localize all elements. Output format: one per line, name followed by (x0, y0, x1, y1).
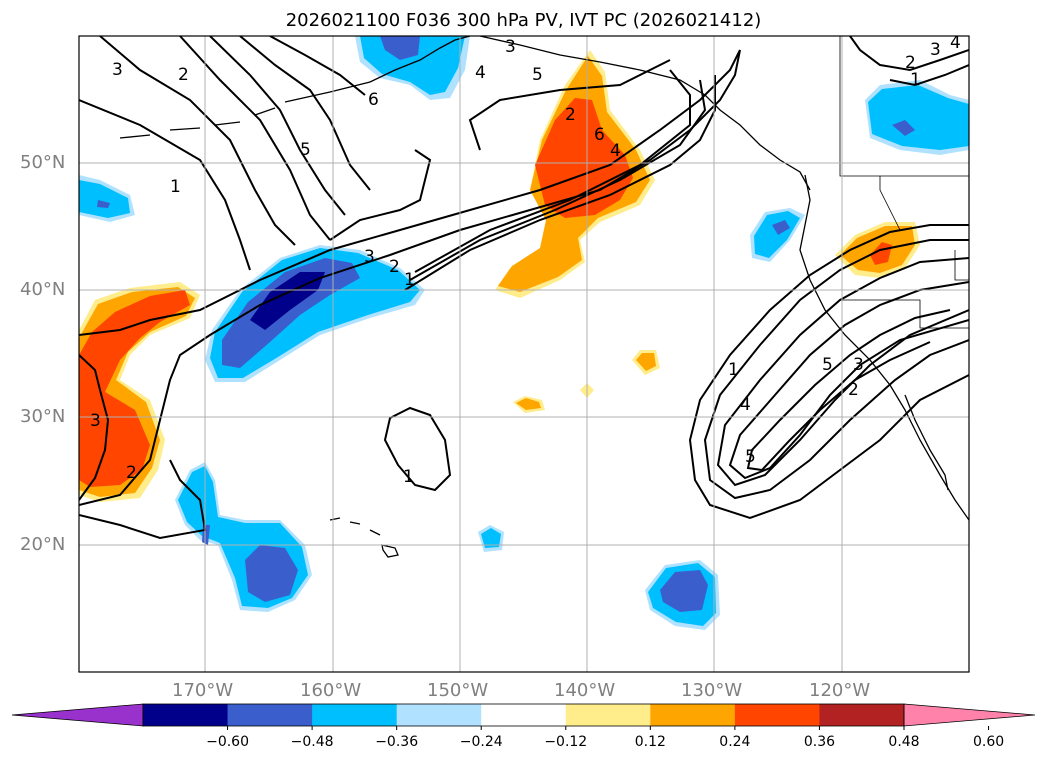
contour-label: 2 (178, 65, 189, 85)
contour-label: 1 (404, 270, 415, 290)
contour-closed-small (383, 406, 452, 492)
na-west-coast (799, 174, 969, 521)
contour-label: 5 (822, 355, 833, 375)
colorbar-swatch (396, 704, 482, 726)
contour-label: 1 (910, 70, 921, 90)
colorbar-swatch (227, 704, 313, 726)
colorbar-tick-label: −0.48 (290, 734, 334, 750)
colorbar-extend-min (11, 703, 144, 727)
lon-label-130w: 130°W (681, 680, 743, 701)
colorbar-extend-max (903, 703, 1036, 727)
contour-label: 3 (364, 247, 375, 267)
colorbar-tick-label: −0.36 (375, 734, 419, 750)
colorbar-swatch (650, 704, 736, 726)
contour-label: 5 (300, 140, 311, 160)
contour-label: 2 (905, 53, 916, 73)
contour-label: 4 (740, 395, 751, 415)
map-frame (78, 35, 970, 673)
contour-label: 5 (745, 447, 756, 467)
contour-label: 3 (90, 411, 101, 431)
plot-title: 2026021100 F036 300 hPa PV, IVT PC (2026… (285, 10, 762, 31)
contour-label: 6 (594, 125, 605, 145)
lat-label-20: 20°N (20, 534, 66, 555)
ivt-contours (79, 36, 969, 540)
contour-label: 2 (126, 463, 137, 483)
colorbar-swatch (143, 704, 229, 726)
colorbar-tick-label: 0.60 (972, 734, 1005, 750)
colorbar-swatch (565, 704, 651, 726)
colorbar-tick-label: 0.24 (719, 734, 751, 750)
lat-label-40: 40°N (20, 279, 66, 300)
contour-ca-outer (688, 224, 969, 520)
contour-outer-west (79, 99, 251, 271)
colorbar-tick-label: −0.24 (459, 734, 503, 750)
contour-label: 4 (475, 63, 486, 83)
lat-label-30: 30°N (20, 406, 66, 427)
colorbar-tick-label: 0.12 (634, 734, 666, 750)
contour-label: 3 (930, 40, 941, 60)
contour-label: 1 (403, 467, 414, 487)
contour-label: 2 (848, 380, 859, 400)
colorbar (11, 703, 1036, 730)
colorbar-swatch (312, 704, 398, 726)
contour-label: 3 (853, 355, 864, 375)
colorbar-swatch (819, 704, 905, 726)
aleutians (119, 107, 276, 139)
baja (904, 394, 949, 491)
contour-label: 3 (112, 60, 123, 80)
lon-label-170w: 170°W (172, 680, 234, 701)
colorbar-tick-label: −0.12 (544, 734, 588, 750)
contour-label: 3 (505, 37, 516, 57)
contour-label: 2 (389, 257, 400, 277)
hawaii (329, 517, 399, 558)
contour-label-group: 3 2 5 6 3 4 5 1 2 6 4 3 2 1 1 2 3 1 5 4 … (90, 33, 961, 487)
pv-shading (79, 36, 969, 630)
lon-label-140w: 140°W (554, 680, 616, 701)
lon-label-150w: 150°W (427, 680, 489, 701)
contour-label: 5 (532, 65, 543, 85)
colorbar-border (142, 703, 905, 727)
lon-label-120w: 120°W (809, 680, 871, 701)
contour-label: 1 (728, 360, 739, 380)
graticule (79, 36, 969, 672)
colorbar-swatch (734, 704, 820, 726)
map-content: 3 2 5 6 3 4 5 1 2 6 4 3 2 1 1 2 3 1 5 4 … (79, 33, 969, 672)
colorbar-tick-label: 0.36 (803, 734, 836, 750)
country-borders (839, 36, 969, 329)
lat-label-50: 50°N (20, 152, 66, 173)
colorbar-tick-label: −0.60 (206, 734, 249, 750)
contour-label: 2 (565, 105, 576, 125)
contour-label: 6 (368, 90, 379, 110)
colorbar-swatch (481, 704, 567, 726)
lon-label-160w: 160°W (300, 680, 362, 701)
colorbar-tick-label: 0.48 (888, 734, 920, 750)
contour-label: 1 (170, 177, 181, 197)
contour-label: 4 (610, 141, 621, 161)
contour-label: 4 (950, 33, 961, 53)
